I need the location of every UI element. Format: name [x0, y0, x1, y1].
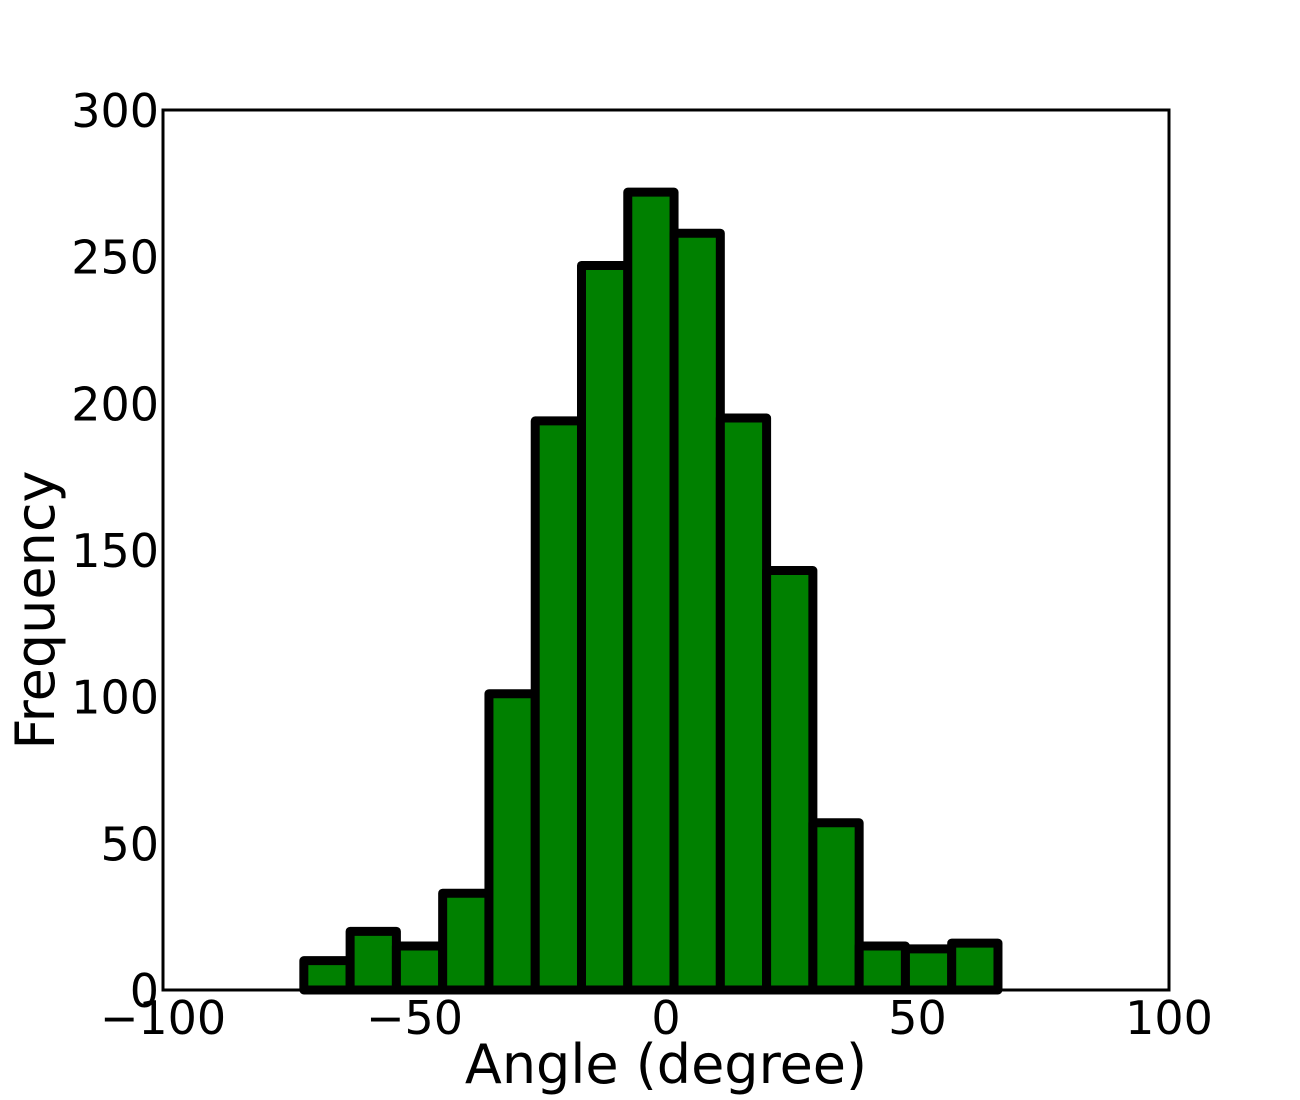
- y-tick-label: 250: [71, 231, 159, 285]
- y-axis-label: Frequency: [4, 471, 67, 750]
- histogram-bar-6: [576, 260, 633, 995]
- histogram-bar-3: [438, 888, 494, 995]
- x-tick-label: 0: [651, 991, 680, 1045]
- x-tick-label: −100: [100, 991, 226, 1045]
- histogram-bar-7: [623, 187, 679, 995]
- x-tick-label: 50: [888, 991, 947, 1045]
- histogram-bar-2: [391, 941, 448, 995]
- histogram-bar-12: [854, 941, 910, 995]
- x-tick-label: 100: [1125, 991, 1213, 1045]
- y-tick-label: 200: [71, 377, 159, 431]
- histogram-bar-9: [715, 413, 772, 995]
- histogram-bar-5: [530, 416, 586, 995]
- x-tick-label: −50: [366, 991, 463, 1045]
- histogram-bar-14: [947, 938, 1003, 995]
- y-tick-label: 50: [100, 817, 159, 871]
- y-tick-label: 150: [71, 524, 159, 578]
- bars-group: [299, 187, 1003, 995]
- histogram-bar-4: [484, 689, 540, 995]
- histogram-bar-10: [762, 566, 818, 995]
- histogram-bar-11: [808, 818, 864, 995]
- ticks-group: −100 −50 0 50 100 0 50 100 150 200 250 300: [71, 84, 1213, 1045]
- y-tick-label: 100: [71, 671, 159, 725]
- plot-frame: [161, 108, 1171, 992]
- y-tick-label: 0: [130, 964, 159, 1018]
- histogram-bar-13: [900, 944, 957, 995]
- y-tick-label: 300: [71, 84, 159, 138]
- histogram-bar-1: [345, 926, 401, 995]
- histogram-bar-8: [669, 228, 725, 995]
- histogram-bar-0: [299, 956, 355, 995]
- x-axis-label: Angle (degree): [465, 1033, 867, 1096]
